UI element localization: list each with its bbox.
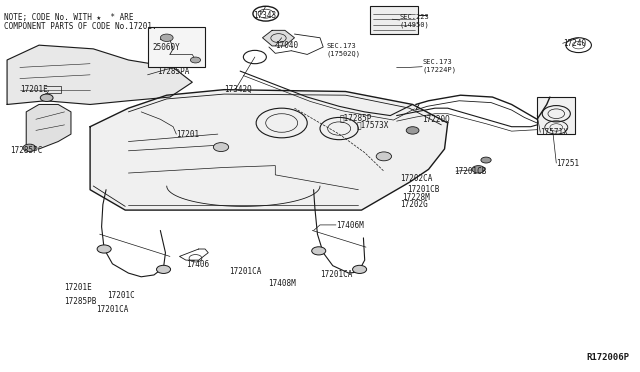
Circle shape — [23, 144, 36, 151]
Text: (17224P): (17224P) — [422, 66, 456, 73]
Circle shape — [213, 142, 228, 151]
Text: 17342Q: 17342Q — [224, 85, 252, 94]
FancyBboxPatch shape — [537, 97, 575, 134]
Text: 17408M: 17408M — [268, 279, 296, 288]
Text: 17220Q: 17220Q — [422, 115, 450, 124]
Text: (17502Q): (17502Q) — [326, 50, 360, 57]
Text: 17251: 17251 — [556, 159, 579, 168]
Text: 17343: 17343 — [253, 11, 276, 20]
Text: SEC.173: SEC.173 — [422, 59, 452, 65]
Text: 17201E: 17201E — [20, 85, 48, 94]
Circle shape — [481, 157, 491, 163]
Text: 17201CB: 17201CB — [454, 167, 486, 176]
Text: 25060Y: 25060Y — [153, 42, 180, 51]
Text: 17201CA: 17201CA — [320, 270, 353, 279]
Text: 17040: 17040 — [275, 41, 298, 51]
Text: 17202CA: 17202CA — [400, 174, 432, 183]
Circle shape — [161, 34, 173, 41]
Polygon shape — [90, 90, 448, 210]
Text: 17240: 17240 — [563, 39, 586, 48]
Text: 17285PC: 17285PC — [10, 146, 42, 155]
Circle shape — [406, 127, 419, 134]
Circle shape — [472, 166, 484, 173]
Text: 17201CA: 17201CA — [229, 267, 262, 276]
Text: ⅲ17573X: ⅲ17573X — [357, 121, 389, 129]
Text: ⅲ17285P: ⅲ17285P — [339, 113, 372, 122]
Text: SEC.223: SEC.223 — [400, 15, 429, 20]
FancyBboxPatch shape — [148, 27, 205, 67]
Text: R172006P: R172006P — [587, 353, 630, 362]
Text: 17406M: 17406M — [336, 221, 364, 230]
Text: 17202G: 17202G — [400, 200, 428, 209]
Circle shape — [97, 245, 111, 253]
Circle shape — [157, 265, 171, 273]
Text: NOTE; CODE No. WITH ★  * ARE: NOTE; CODE No. WITH ★ * ARE — [4, 13, 133, 22]
Text: 17201CA: 17201CA — [97, 305, 129, 314]
Circle shape — [312, 247, 326, 255]
Circle shape — [353, 265, 367, 273]
Text: 17406: 17406 — [186, 260, 209, 269]
Polygon shape — [262, 31, 294, 46]
Text: 17201: 17201 — [176, 130, 200, 140]
Text: 17285PA: 17285PA — [157, 67, 189, 76]
Text: 17228M: 17228M — [402, 193, 429, 202]
Circle shape — [190, 57, 200, 63]
Text: 17201E: 17201E — [65, 283, 92, 292]
Text: 17285PB: 17285PB — [65, 297, 97, 306]
Polygon shape — [26, 105, 71, 149]
FancyBboxPatch shape — [370, 6, 418, 34]
Circle shape — [376, 152, 392, 161]
Text: 17201C: 17201C — [108, 291, 135, 300]
Text: (14950): (14950) — [400, 22, 429, 28]
Text: COMPONENT PARTS OF CODE No.17201.: COMPONENT PARTS OF CODE No.17201. — [4, 22, 157, 31]
Circle shape — [40, 94, 53, 102]
Polygon shape — [7, 45, 192, 105]
Text: SEC.173: SEC.173 — [326, 43, 356, 49]
Text: 17571X: 17571X — [540, 128, 568, 137]
Text: 17201CB: 17201CB — [408, 185, 440, 194]
